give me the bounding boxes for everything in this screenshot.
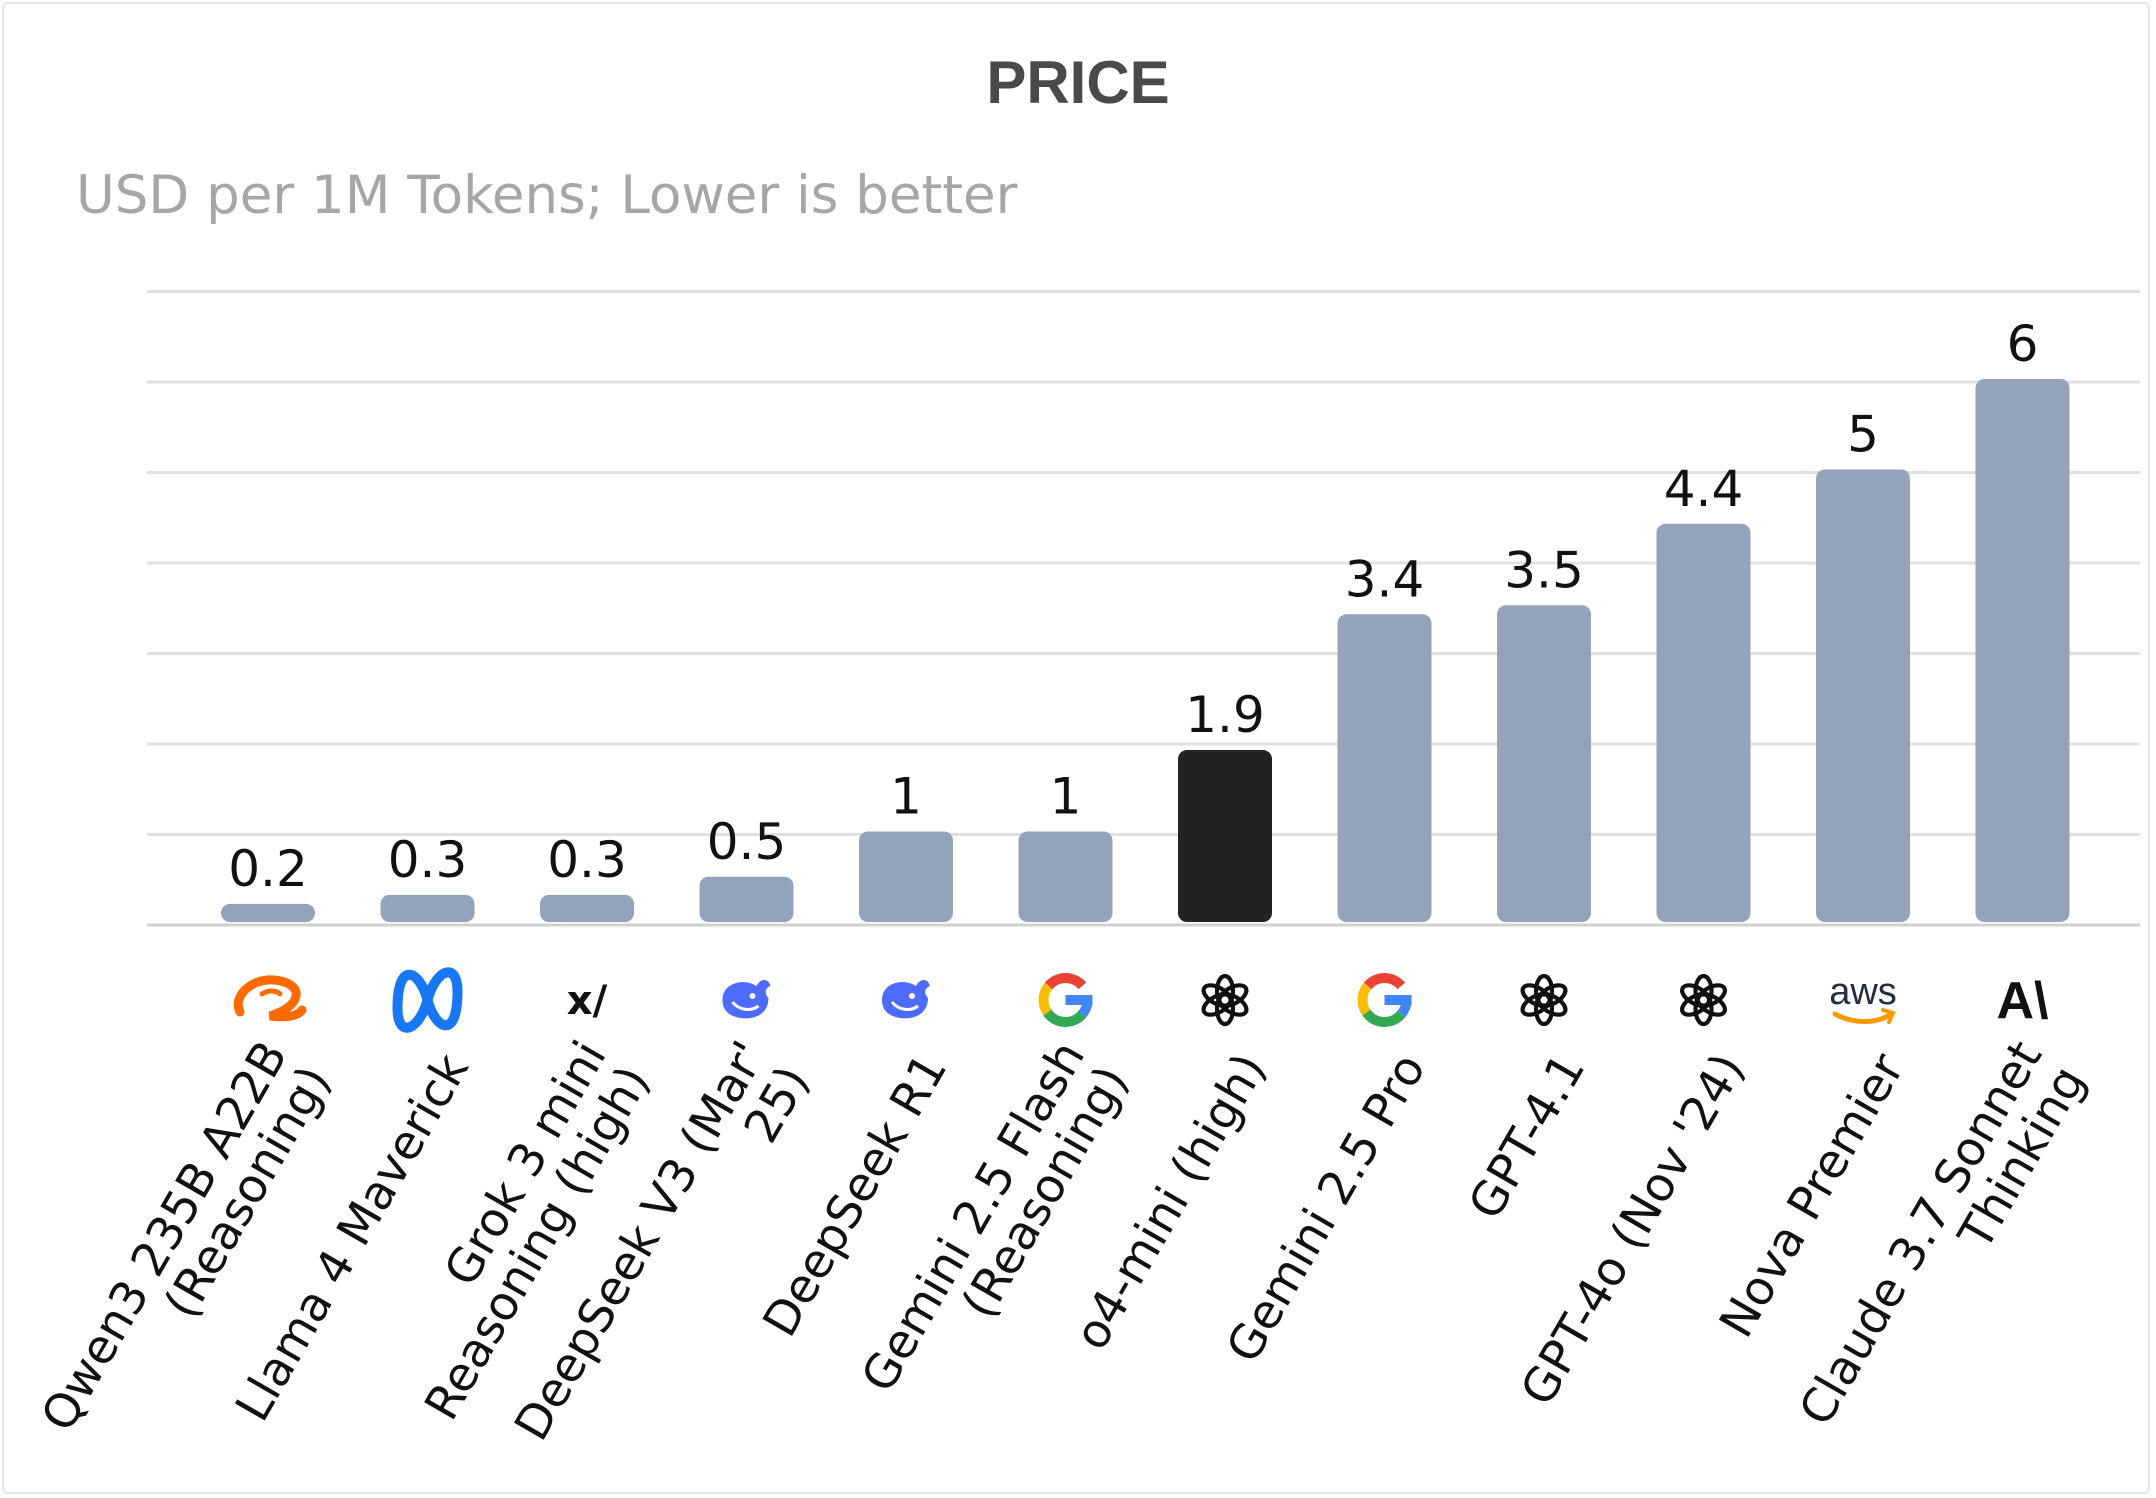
openai-icon: [1680, 973, 1727, 1027]
data-label: 0.2: [228, 840, 308, 898]
bar: [221, 903, 315, 922]
data-label: 6: [2007, 315, 2039, 373]
anthropic-icon: A\: [1997, 972, 2049, 1030]
meta-icon: [392, 967, 463, 1033]
bar: [1497, 605, 1591, 922]
data-label: 4.4: [1664, 460, 1744, 518]
openai-icon: [1201, 973, 1249, 1027]
category-label: GPT-4.1: [1458, 1045, 1596, 1229]
google-icon: [1038, 973, 1093, 1027]
category-label: Claude 3.7 SonnetThinking: [1789, 1032, 2097, 1460]
data-label: 1: [890, 768, 922, 826]
bar: [859, 831, 953, 922]
bar: [1018, 831, 1113, 922]
data-label: 0.3: [388, 831, 468, 889]
svg-text:aws: aws: [1829, 971, 1897, 1013]
svg-text:A\: A\: [1997, 972, 2049, 1030]
xai-icon: x/: [567, 978, 608, 1024]
deepseek-icon: [882, 980, 930, 1019]
data-label: 3.5: [1504, 541, 1584, 599]
bar: [1656, 523, 1751, 922]
bar: [1178, 750, 1272, 922]
chart-title: PRICE: [986, 49, 1170, 116]
openai-icon: [1520, 973, 1568, 1027]
alibaba-icon: [233, 975, 307, 1022]
data-label: 0.3: [547, 831, 627, 889]
bar: [1816, 469, 1910, 922]
data-label: 5: [1847, 406, 1879, 464]
google-icon: [1357, 973, 1412, 1027]
svg-text:x/: x/: [567, 978, 608, 1024]
category-label: Qwen3 235B A22B(Reasoning): [31, 1032, 342, 1466]
bar: [1337, 614, 1432, 922]
data-label: 1.9: [1185, 686, 1265, 744]
bar: [699, 876, 794, 922]
bar: [1975, 379, 2070, 922]
deepseek-icon: [722, 980, 771, 1019]
bar: [380, 894, 475, 922]
chart-subtitle: USD per 1M Tokens; Lower is better: [76, 165, 1018, 226]
data-label: 0.5: [707, 813, 787, 871]
data-label: 1: [1050, 768, 1082, 826]
bar: [540, 894, 634, 922]
aws-icon: aws: [1829, 971, 1897, 1024]
data-label: 3.4: [1345, 550, 1425, 608]
